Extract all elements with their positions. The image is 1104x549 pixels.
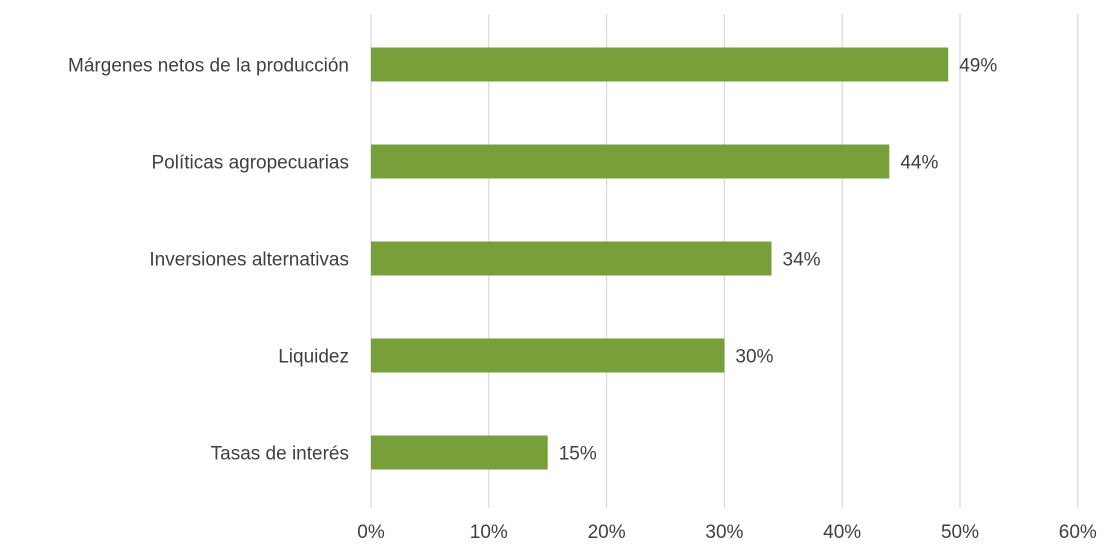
bar xyxy=(371,47,949,82)
x-tick-label: 10% xyxy=(470,522,508,543)
bar xyxy=(371,241,772,276)
labels: 0% 10% 20% 30% 40% 50% 60% Márgenes netos de la… xyxy=(68,56,1097,544)
category-label: Políticas agropecuarias xyxy=(152,153,350,174)
category-label: Márgenes netos de la producción xyxy=(68,56,349,77)
category-label: Inversiones alternativas xyxy=(149,250,349,271)
bar xyxy=(371,435,548,470)
bar xyxy=(371,144,890,179)
x-tick-label: 60% xyxy=(1059,522,1097,543)
category-label: Tasas de interés xyxy=(211,444,349,465)
x-tick-label: 0% xyxy=(357,522,385,543)
data-label: 15% xyxy=(559,444,597,465)
data-label: 34% xyxy=(783,250,821,271)
data-label: 44% xyxy=(900,153,938,174)
data-label: 49% xyxy=(959,56,997,77)
data-label: 30% xyxy=(735,347,773,368)
x-tick-label: 50% xyxy=(941,522,979,543)
bar xyxy=(371,338,725,373)
x-tick-label: 30% xyxy=(705,522,743,543)
x-tick-label: 20% xyxy=(588,522,626,543)
bars xyxy=(371,47,949,470)
category-label: Liquidez xyxy=(278,347,349,368)
x-tick-label: 40% xyxy=(823,522,861,543)
